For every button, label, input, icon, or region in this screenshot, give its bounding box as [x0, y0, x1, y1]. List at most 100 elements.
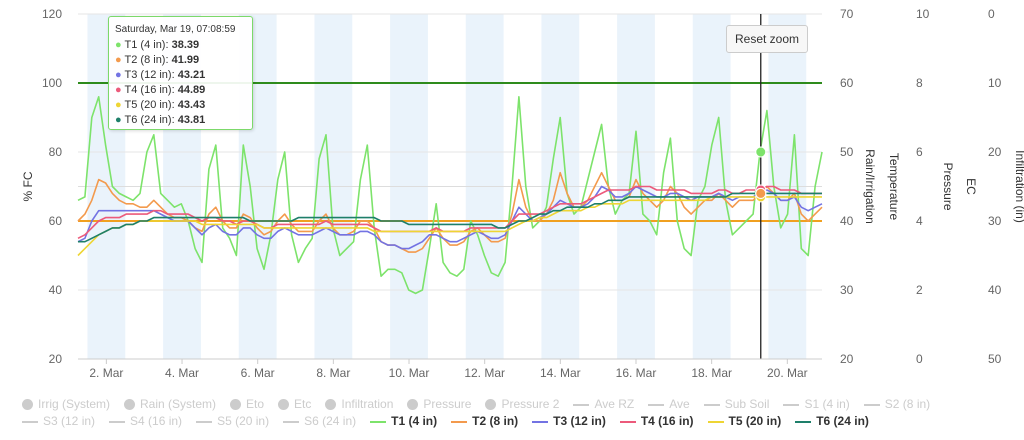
tooltip-value: 41.99 — [171, 54, 200, 66]
tooltip-dot: ● — [115, 69, 125, 81]
legend-label: T3 (12 in) — [553, 414, 606, 428]
legend-label: S5 (20 in) — [217, 414, 270, 428]
y-tick-temp: 0 — [916, 352, 923, 366]
legend-item[interactable]: T1 (4 in) — [370, 413, 437, 430]
legend-label: Infiltration — [341, 397, 394, 411]
legend-line-icon — [22, 420, 38, 423]
legend-item[interactable]: S4 (16 in) — [109, 413, 182, 430]
tooltip-row: ● T6 (24 in): 43.81 — [115, 113, 246, 128]
legend-line-icon — [707, 420, 724, 423]
legend-circle-icon — [124, 399, 135, 411]
legend-label: Eto — [246, 397, 265, 411]
tooltip-label: T1 (4 in): — [124, 39, 172, 51]
y-axis-title-ec: EC — [964, 178, 978, 195]
y-tick-infil: 50 — [988, 352, 1002, 366]
crosshair-marker — [755, 146, 767, 158]
y-tick-fc: 60 — [49, 214, 63, 228]
y-tick-temp: 8 — [916, 76, 923, 90]
legend-item[interactable]: T6 (24 in) — [795, 413, 869, 430]
axes: 2. Mar 4. Mar 6. Mar 8. Mar 10. Mar 12. Mar 14… — [21, 7, 1024, 380]
series-t5-20-in — [77, 196, 822, 257]
legend-line-icon — [532, 420, 549, 423]
legend-label: T4 (16 in) — [640, 414, 694, 428]
tooltip-value: 44.89 — [177, 84, 206, 96]
legend-label: T1 (4 in) — [391, 414, 438, 428]
legend-item[interactable]: Pressure — [407, 396, 471, 413]
x-tick-label: 10. Mar — [389, 366, 430, 380]
legend-item[interactable]: Etc — [278, 396, 311, 413]
legend-item[interactable]: Infiltration — [325, 396, 393, 413]
legend-label: T2 (8 in) — [472, 414, 519, 428]
legend-line-icon — [370, 420, 387, 423]
reset-zoom-button[interactable]: Reset zoom — [726, 25, 808, 53]
series-lines — [77, 96, 823, 295]
tooltip-label: T2 (8 in): — [124, 54, 172, 66]
y-tick-rain: 30 — [840, 283, 854, 297]
legend: Irrig (System) Rain (System) Eto Etc Infiltr… — [22, 396, 1012, 430]
y-tick-temp: 6 — [916, 145, 923, 159]
crosshair-marker — [755, 187, 767, 199]
x-tick-label: 18. Mar — [691, 366, 732, 380]
tooltip-dot: ● — [115, 84, 125, 96]
tooltip-value: 38.39 — [171, 39, 200, 51]
y-tick-infil: 20 — [988, 145, 1002, 159]
y-tick-infil: 10 — [988, 76, 1002, 90]
legend-label: Ave RZ — [594, 397, 635, 411]
legend-item[interactable]: T2 (8 in) — [451, 413, 518, 430]
tooltip-row: ● T5 (20 in): 43.43 — [115, 98, 246, 113]
legend-line-icon — [648, 403, 665, 406]
tooltip-row: ● T1 (4 in): 38.39 — [115, 38, 246, 53]
y-axis-title-infil: Infiltration (in) — [1013, 150, 1024, 223]
legend-item[interactable]: Pressure 2 — [485, 396, 559, 413]
legend-item[interactable]: Rain (System) — [124, 396, 216, 413]
legend-label: S2 (8 in) — [884, 397, 931, 411]
legend-item[interactable]: Ave — [648, 396, 690, 413]
tooltip-value: 43.43 — [177, 99, 206, 111]
legend-item[interactable]: S6 (24 in) — [283, 413, 356, 430]
legend-item[interactable]: Sub Soil — [703, 396, 770, 413]
x-tick-label: 12. Mar — [464, 366, 505, 380]
legend-line-icon — [863, 403, 880, 406]
y-axis-title-pressure: Pressure — [941, 162, 955, 210]
tooltip-row: ● T2 (8 in): 41.99 — [115, 53, 246, 68]
y-tick-temp: 10 — [916, 7, 930, 21]
legend-label: Irrig (System) — [38, 397, 110, 411]
tooltip-date: Saturday, Mar 19, 07:08:59 — [115, 24, 236, 35]
legend-item[interactable]: S1 (4 in) — [783, 396, 850, 413]
legend-label: Etc — [294, 397, 312, 411]
legend-item[interactable]: S5 (20 in) — [196, 413, 269, 430]
tooltip-dot: ● — [115, 54, 125, 66]
legend-circle-icon — [485, 399, 497, 411]
tooltip-label: T6 (24 in): — [124, 114, 178, 126]
x-tick-label: 8. Mar — [316, 366, 350, 380]
legend-line-icon — [196, 420, 213, 423]
legend-item[interactable]: Eto — [230, 396, 264, 413]
tooltip-label: T4 (16 in): — [124, 84, 178, 96]
legend-item[interactable]: T5 (20 in) — [707, 413, 781, 430]
x-tick-label: 6. Mar — [241, 366, 275, 380]
y-tick-fc: 120 — [42, 7, 62, 21]
x-tick-label: 2. Mar — [89, 366, 123, 380]
y-tick-rain: 50 — [840, 145, 854, 159]
tooltip-row: ● T3 (12 in): 43.21 — [115, 68, 246, 83]
legend-label: Rain (System) — [140, 397, 217, 411]
x-tick-label: 20. Mar — [767, 366, 808, 380]
legend-label: Ave — [669, 397, 690, 411]
legend-item[interactable]: T4 (16 in) — [619, 413, 694, 430]
y-axis-title-rain: Rain/Irrigation — [863, 149, 877, 224]
y-tick-infil: 40 — [988, 283, 1002, 297]
legend-item[interactable]: S2 (8 in) — [863, 396, 931, 413]
legend-item[interactable]: Irrig (System) — [22, 396, 110, 413]
y-tick-infil: 30 — [988, 214, 1002, 228]
legend-item[interactable]: S3 (12 in) — [22, 413, 95, 430]
legend-line-icon — [451, 420, 468, 423]
legend-line-icon — [573, 403, 590, 406]
legend-line-icon — [783, 403, 800, 406]
legend-item[interactable]: T3 (12 in) — [532, 413, 606, 430]
y-tick-temp: 4 — [916, 214, 923, 228]
legend-item[interactable]: Ave RZ — [573, 396, 634, 413]
legend-label: Sub Soil — [724, 397, 770, 411]
legend-label: T6 (24 in) — [816, 414, 869, 428]
y-tick-fc: 100 — [42, 76, 62, 90]
legend-line-icon — [619, 420, 636, 423]
